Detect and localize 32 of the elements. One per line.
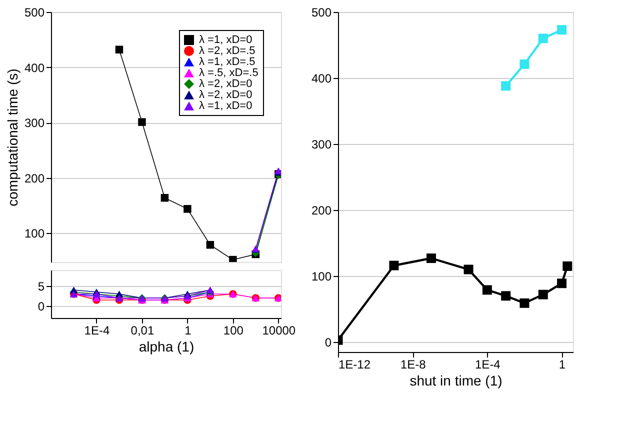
y-tick-label: 300: [24, 116, 45, 130]
legend-label: λ =1, xD=0: [199, 34, 252, 46]
y-tick-label: 200: [311, 204, 332, 218]
y-tick-label: 500: [311, 6, 332, 20]
x-tick-label: 1: [558, 358, 566, 372]
y-tick-label: 5: [38, 280, 45, 294]
x-tick-label: 1E-12: [338, 358, 371, 372]
legend-label: λ =1, xD=0: [199, 100, 252, 112]
x-tick-label: 1: [184, 324, 192, 338]
x-tick-label: 1E-8: [400, 358, 426, 372]
x-axis-title: shut in time (1): [410, 372, 502, 388]
legend-label: λ =2, xD=0: [199, 89, 252, 101]
x-tick-label: 1E-4: [84, 324, 110, 338]
x-tick-label: 10000: [262, 324, 296, 338]
x-axis-title: alpha (1): [138, 338, 194, 354]
legend-label: λ =.5, xD=.5: [199, 67, 258, 79]
y-tick-label: 400: [311, 72, 332, 86]
y-tick-label: 300: [311, 138, 332, 152]
legend-label: λ =1, xD=.5: [199, 56, 256, 68]
legend-label: λ =2, xD=0: [199, 78, 252, 90]
y-tick-label: 500: [24, 6, 45, 20]
y-tick-label: 0: [324, 336, 332, 350]
y-axis-title: computational time (s): [4, 68, 20, 206]
x-tick-label: 100: [223, 324, 244, 338]
x-tick-label: 1E-4: [475, 358, 501, 372]
y-tick-label: 100: [24, 226, 45, 241]
legend-label: λ =2, xD=.5: [199, 45, 256, 57]
x-tick-label: 0,01: [130, 324, 154, 338]
y-tick-label: 0: [38, 300, 45, 314]
y-tick-label: 100: [311, 270, 332, 284]
y-tick-label: 200: [24, 171, 45, 186]
y-tick-label: 400: [24, 60, 45, 75]
